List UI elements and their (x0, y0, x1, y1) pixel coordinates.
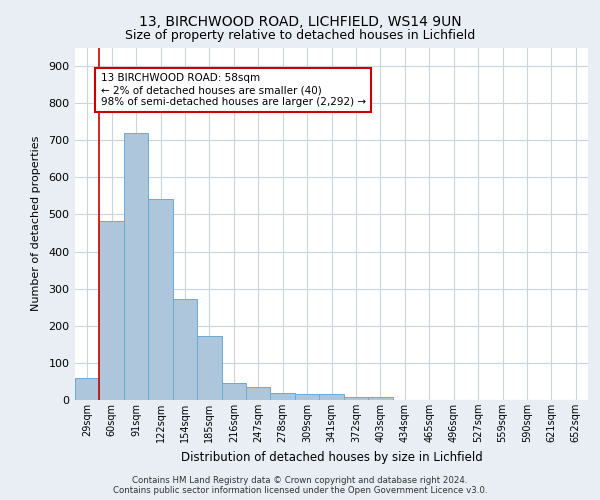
Bar (246, 387, 271, 400)
Bar (173, 299, 197, 400)
Bar (197, 336, 221, 400)
Text: Size of property relative to detached houses in Lichfield: Size of property relative to detached ho… (125, 29, 475, 42)
Bar (148, 198, 173, 400)
Bar (75, 378, 100, 400)
X-axis label: Distribution of detached houses by size in Lichfield: Distribution of detached houses by size … (181, 450, 482, 464)
Bar (295, 394, 319, 400)
Text: Contains HM Land Registry data © Crown copyright and database right 2024.
Contai: Contains HM Land Registry data © Crown c… (113, 476, 487, 495)
Text: 13, BIRCHWOOD ROAD, LICHFIELD, WS14 9UN: 13, BIRCHWOOD ROAD, LICHFIELD, WS14 9UN (139, 15, 461, 29)
Bar (368, 397, 392, 400)
Bar (124, 133, 148, 400)
Bar (221, 382, 246, 400)
Bar (319, 394, 344, 400)
Text: 13 BIRCHWOOD ROAD: 58sqm
← 2% of detached houses are smaller (40)
98% of semi-de: 13 BIRCHWOOD ROAD: 58sqm ← 2% of detache… (101, 74, 366, 106)
Y-axis label: Number of detached properties: Number of detached properties (31, 136, 41, 312)
Bar (344, 397, 368, 400)
Bar (100, 221, 124, 400)
Bar (271, 394, 295, 400)
